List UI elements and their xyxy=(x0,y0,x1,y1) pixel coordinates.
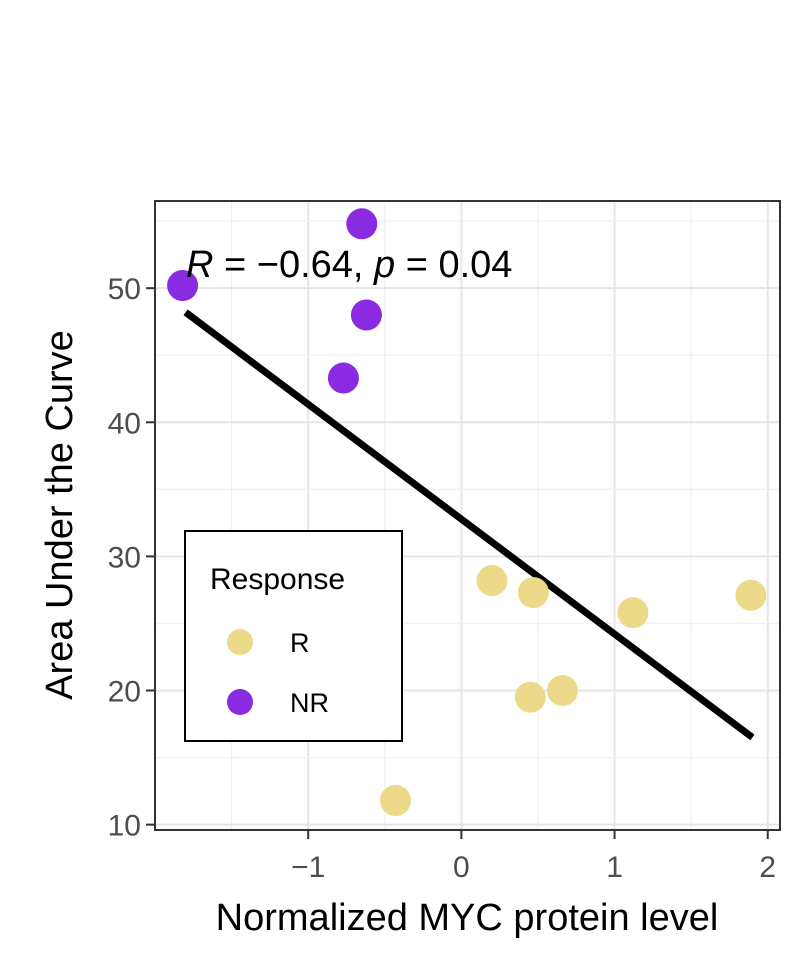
data-point-r xyxy=(476,565,508,597)
axis-ticks: −1 0 1 2 10 20 30 40 50 xyxy=(108,273,776,884)
data-point-r xyxy=(617,597,649,629)
legend-label-r: R xyxy=(290,628,310,658)
y-axis-title: Area Under the Curve xyxy=(39,330,81,700)
regression-line xyxy=(183,309,755,741)
data-point-nr xyxy=(167,269,199,301)
annotation-p-symbol: p xyxy=(373,244,395,286)
data-point-r xyxy=(514,681,546,713)
panel-border xyxy=(154,200,781,831)
data-point-r xyxy=(546,675,578,707)
x-tick-label: −1 xyxy=(291,851,325,884)
x-axis-title: Normalized MYC protein level xyxy=(216,897,719,939)
legend-title: Response xyxy=(210,563,345,596)
x-tick-label: 0 xyxy=(453,851,470,884)
data-point-r xyxy=(380,784,412,816)
legend-box xyxy=(184,530,403,742)
data-point-nr xyxy=(327,362,359,394)
legend: Response R NR xyxy=(184,530,403,742)
annotation-r-symbol: R xyxy=(186,244,213,286)
legend-label-nr: NR xyxy=(290,688,329,718)
correlation-annotation: R = −0.64, p = 0.04 xyxy=(186,244,512,286)
y-tick-label: 30 xyxy=(108,541,141,574)
regression-line-layer xyxy=(183,309,755,741)
x-tick-label: 1 xyxy=(606,851,623,884)
y-tick-label: 10 xyxy=(108,810,141,843)
annotation-p-value: = 0.04 xyxy=(395,244,512,286)
data-point-r xyxy=(517,577,549,609)
data-point-r xyxy=(735,579,767,611)
legend-key-nr xyxy=(227,689,253,715)
annotation-r-value: = −0.64, xyxy=(213,244,374,286)
y-tick-label: 40 xyxy=(108,407,141,440)
y-tick-label: 50 xyxy=(108,273,141,306)
data-point-nr xyxy=(346,208,378,240)
y-tick-label: 20 xyxy=(108,676,141,709)
data-point-nr xyxy=(350,299,382,331)
x-tick-label: 2 xyxy=(759,851,776,884)
data-points xyxy=(167,208,767,816)
legend-key-r xyxy=(227,629,253,655)
